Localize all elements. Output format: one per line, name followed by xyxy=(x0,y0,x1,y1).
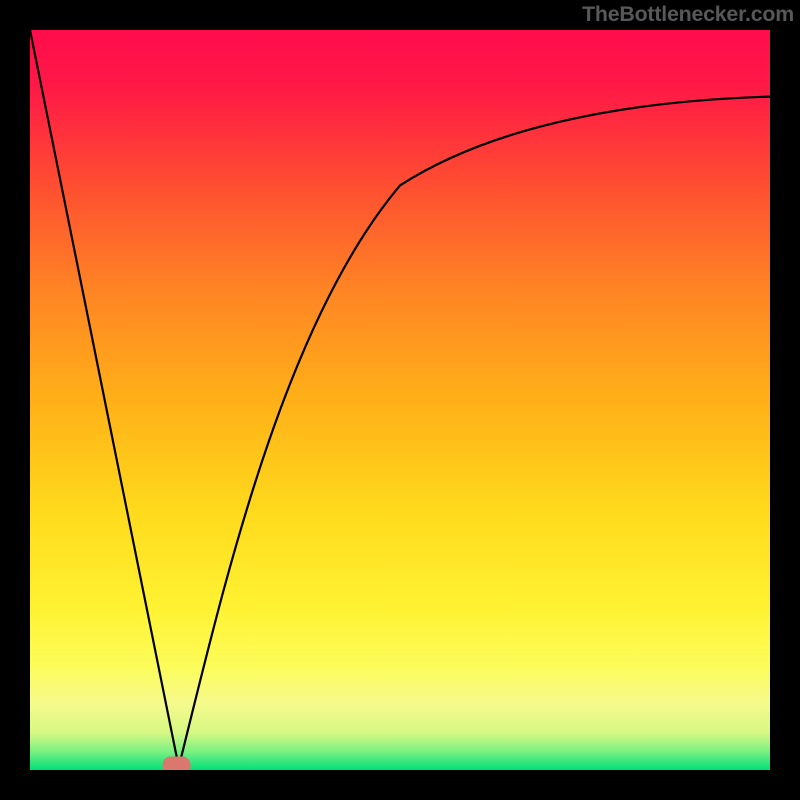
bottleneck-curve-chart xyxy=(0,0,800,800)
chart-background xyxy=(30,30,770,770)
chart-border xyxy=(0,0,30,800)
chart-container: TheBottlenecker.com xyxy=(0,0,800,800)
watermark-label: TheBottlenecker.com xyxy=(582,2,794,27)
chart-border xyxy=(0,770,800,800)
chart-border xyxy=(770,0,800,800)
